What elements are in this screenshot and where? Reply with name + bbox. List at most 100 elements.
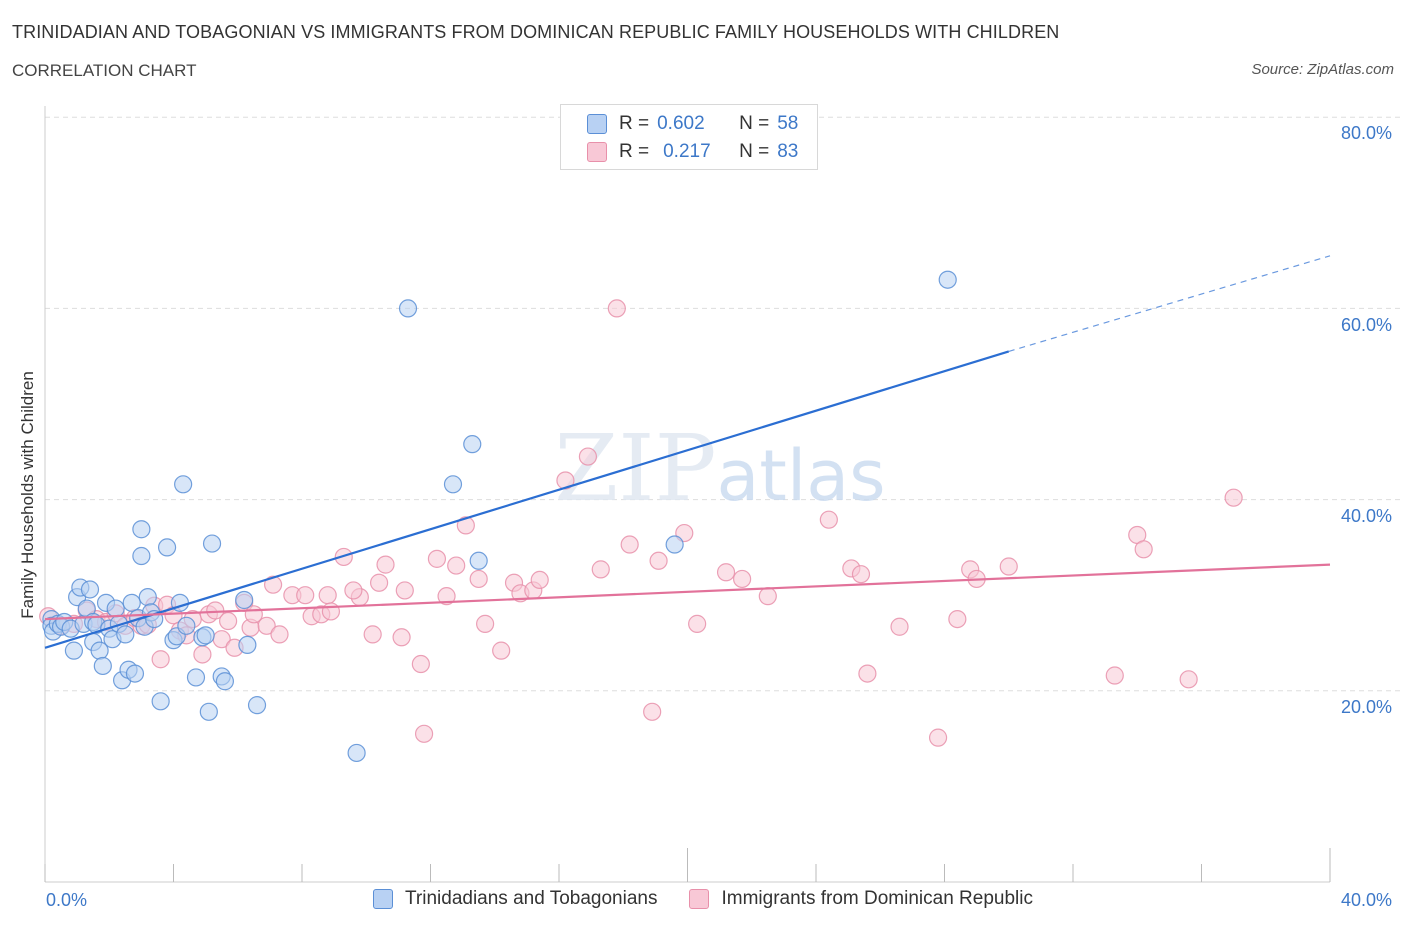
pink-point-72 — [858, 664, 877, 683]
pink-point-82 — [1179, 670, 1198, 689]
pink-point-41 — [376, 555, 395, 574]
pink-point-48 — [447, 556, 466, 575]
y-tick-label-40: 40.0% — [1340, 506, 1392, 526]
legend-label-trinidadians: Trinidadians and Tobagonians — [405, 888, 658, 909]
series-immigrants-dominican-republic — [39, 299, 1243, 747]
watermark: ZIPatlas — [554, 415, 885, 522]
pink-point-74 — [928, 728, 948, 747]
blue-point-50 — [238, 635, 257, 655]
legend-item-trinidadians: Trinidadians and Tobagonians — [373, 888, 657, 910]
blue-point-46 — [202, 534, 222, 553]
pink-point-35 — [321, 602, 341, 621]
watermark-atlas: atlas — [717, 435, 886, 517]
blue-point-17 — [93, 656, 112, 676]
blue-point-36 — [157, 538, 177, 557]
pink-point-45 — [414, 724, 434, 743]
pink-point-47 — [437, 587, 456, 606]
pink-point-75 — [948, 609, 967, 629]
blue-point-44 — [196, 626, 215, 645]
legend-row-blue: R = 0.602 N = 58 — [587, 112, 798, 136]
axes — [44, 106, 1331, 883]
pink-point-65 — [688, 614, 707, 633]
blue-point-41 — [177, 616, 196, 635]
legend-swatch-pink — [587, 142, 607, 162]
trend-line-blue — [44, 350, 1010, 649]
n-label: N = — [739, 113, 770, 134]
blue-point-12 — [80, 580, 100, 599]
pink-point-59 — [591, 560, 610, 579]
pink-point-38 — [344, 581, 363, 600]
pink-point-81 — [1134, 540, 1153, 559]
blue-point-21 — [106, 599, 125, 618]
pink-point-22 — [219, 611, 238, 631]
pink-point-18 — [193, 645, 212, 664]
y-tick-label-60: 60.0% — [1340, 315, 1392, 335]
pink-point-52 — [492, 641, 511, 660]
legend-label-dominican: Immigrants from Dominican Republic — [721, 888, 1033, 909]
pink-point-79 — [1105, 666, 1124, 685]
chart-title: TRINIDADIAN AND TOBAGONIAN VS IMMIGRANTS… — [12, 22, 1060, 42]
blue-point-35 — [151, 692, 170, 711]
pink-point-56 — [530, 570, 549, 590]
blue-point-49 — [235, 590, 254, 610]
pink-point-63 — [649, 551, 668, 570]
pink-point-43 — [395, 581, 414, 600]
pink-point-44 — [411, 654, 430, 674]
pink-point-61 — [620, 535, 639, 554]
blue-point-24 — [116, 625, 135, 644]
blue-point-30 — [132, 520, 151, 539]
pink-point-31 — [296, 586, 315, 605]
legend-swatch-blue — [587, 114, 607, 134]
series-legend: Trinidadians and Tobagonians Immigrants … — [0, 888, 1406, 910]
blue-point-52 — [347, 743, 366, 763]
trend-line-pink — [44, 563, 1331, 621]
watermark-zip: ZIP — [554, 415, 716, 522]
blue-point-57 — [665, 535, 684, 554]
correlation-legend: R = 0.602 N = 58 R = 0.217 N = 83 — [560, 104, 818, 170]
pink-point-40 — [370, 573, 389, 592]
blue-point-42 — [186, 668, 206, 687]
y-tick-label-80: 80.0% — [1340, 123, 1392, 143]
source-credit: Source: ZipAtlas.com — [1251, 61, 1394, 78]
pink-point-66 — [716, 563, 736, 582]
pink-point-73 — [890, 617, 909, 636]
trend-line-blue-extension — [1008, 255, 1331, 352]
pink-point-68 — [758, 587, 777, 606]
legend-swatch-pink — [689, 889, 710, 909]
blue-point-55 — [463, 435, 482, 454]
n-label: N = — [739, 141, 770, 162]
legend-item-dominican: Immigrants from Dominican Republic — [689, 888, 1033, 910]
blue-point-51 — [247, 696, 267, 715]
blue-point-29 — [132, 546, 151, 566]
trend-lines — [44, 255, 1331, 649]
pink-point-49 — [456, 516, 475, 535]
blue-point-7 — [64, 641, 84, 660]
n-value-pink: 83 — [777, 141, 799, 162]
blue-point-53 — [398, 299, 418, 318]
legend-row-pink: R = 0.217 N = 83 — [587, 140, 798, 164]
pink-point-83 — [1224, 488, 1243, 507]
pink-point-29 — [263, 575, 283, 594]
pink-point-67 — [733, 569, 752, 589]
blue-point-58 — [938, 270, 957, 289]
pink-point-62 — [643, 702, 662, 721]
blue-point-26 — [122, 593, 141, 612]
series-trinidadians-tobagonians — [42, 270, 957, 763]
pink-point-39 — [363, 625, 382, 644]
pink-point-34 — [318, 586, 337, 605]
blue-point-32 — [138, 588, 157, 607]
r-label: R = — [619, 113, 650, 134]
pink-point-71 — [851, 565, 871, 584]
blue-point-56 — [469, 551, 488, 570]
chart-subtitle: CORRELATION CHART — [12, 61, 197, 80]
r-value-pink: 0.217 — [663, 141, 711, 162]
r-value-blue: 0.602 — [657, 113, 705, 134]
pink-point-42 — [392, 628, 411, 647]
legend-swatch-blue — [373, 889, 394, 909]
pink-point-58 — [578, 447, 598, 466]
pink-point-51 — [476, 614, 495, 633]
blue-point-54 — [443, 475, 463, 494]
pink-point-28 — [270, 625, 289, 644]
x-tick-label-min: 0.0% — [46, 890, 88, 910]
